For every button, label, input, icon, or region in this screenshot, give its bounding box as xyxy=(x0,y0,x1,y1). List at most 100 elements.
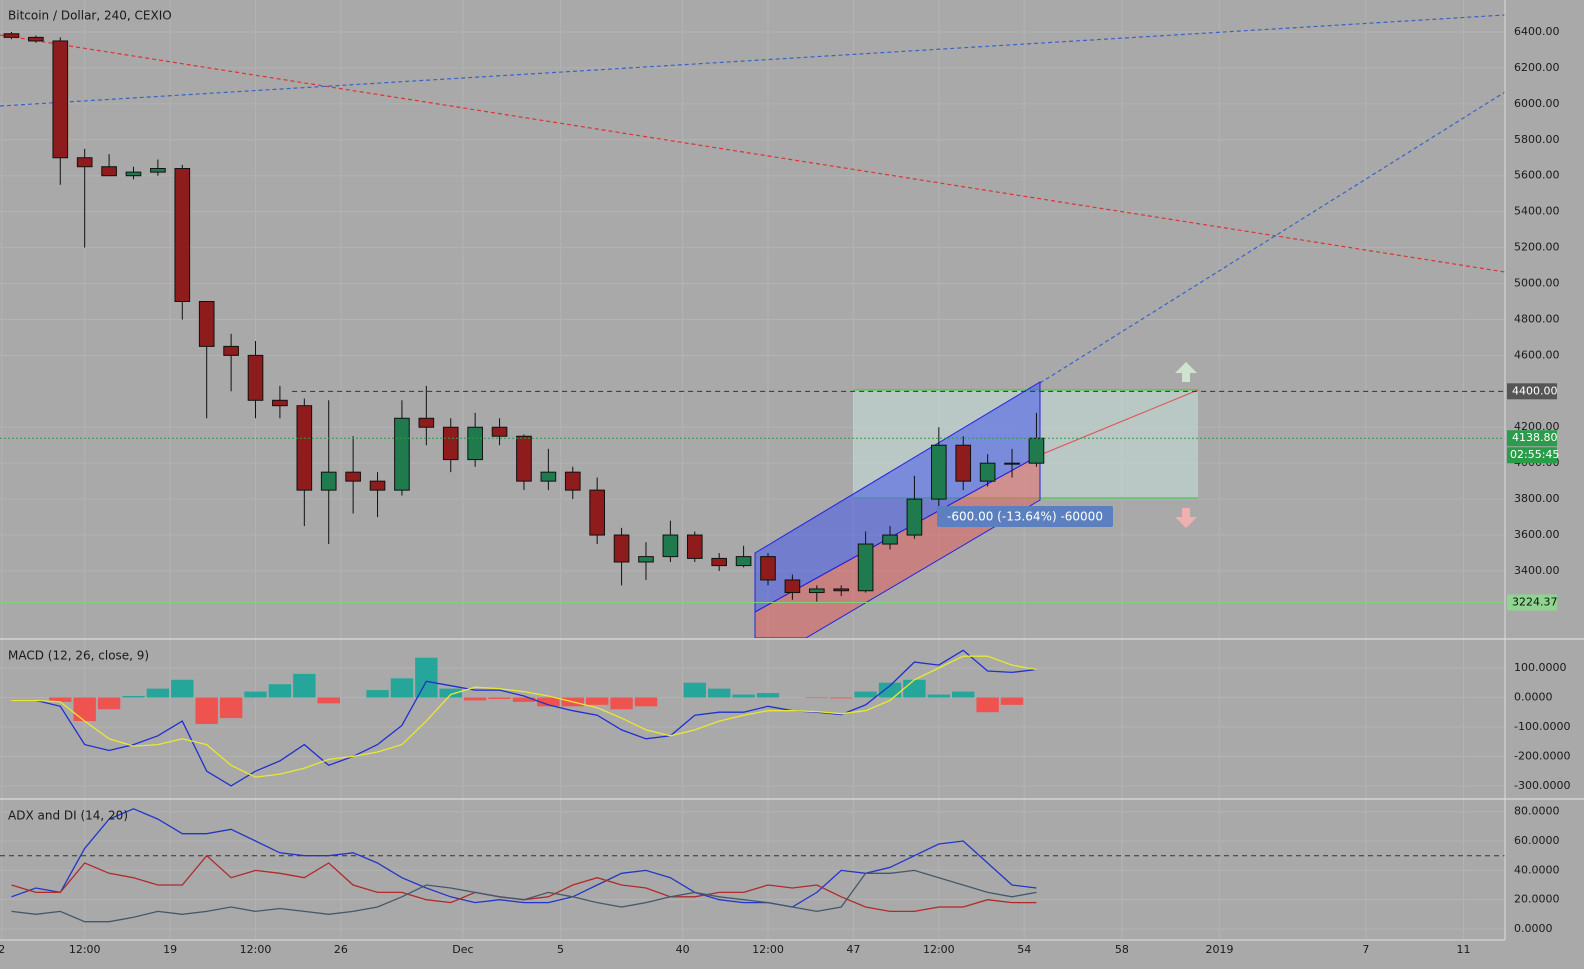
candle-body xyxy=(174,168,191,302)
histogram-bar xyxy=(976,697,999,713)
candle-body xyxy=(76,157,93,168)
resistance-label: 4400.00 xyxy=(1512,384,1558,397)
histogram-bar xyxy=(585,697,609,705)
candle-body xyxy=(808,588,825,594)
candle-body xyxy=(906,498,923,536)
last_price-badge xyxy=(1507,430,1557,447)
histogram-bar xyxy=(683,682,706,698)
y-tick-label: 5800.00 xyxy=(1514,133,1560,146)
histogram-bar xyxy=(756,693,780,698)
y-tick-label: 3800.00 xyxy=(1514,492,1560,505)
histogram-bar xyxy=(97,697,121,710)
trend-line xyxy=(1039,91,1505,384)
candle-body xyxy=(296,405,313,491)
candle-body xyxy=(784,579,801,594)
candles xyxy=(3,31,1045,602)
x-tick-label: 26 xyxy=(334,943,348,956)
candle-body xyxy=(882,534,898,545)
indicator-line xyxy=(11,655,1037,778)
x-tick-label: 5 xyxy=(557,943,564,956)
candle-body xyxy=(613,534,630,563)
histogram-bar xyxy=(854,691,877,698)
candle-body xyxy=(247,354,264,401)
histogram-bar xyxy=(1000,697,1024,705)
histogram-bar xyxy=(317,697,340,704)
histogram-bar xyxy=(952,691,975,698)
y-tick-label: 4800.00 xyxy=(1514,312,1560,325)
candle-body xyxy=(272,399,288,407)
candle-body xyxy=(589,489,605,536)
y-tick-label: 60.0000 xyxy=(1514,834,1560,847)
y-tick-label: 20.0000 xyxy=(1514,893,1560,906)
candle-body xyxy=(735,556,752,567)
adx-title: ADX and DI (14, 20) xyxy=(8,809,128,823)
indicator-line xyxy=(11,649,1037,787)
candle-body xyxy=(638,556,654,563)
candle-body xyxy=(931,444,947,500)
candle-body xyxy=(1004,462,1020,465)
candle-body xyxy=(979,462,996,482)
candle-body xyxy=(394,417,410,491)
histogram-bar xyxy=(830,697,853,699)
candle-body xyxy=(491,426,508,437)
candle-body xyxy=(369,480,386,491)
y-tick-label: -200.0000 xyxy=(1514,749,1570,762)
histogram-bar xyxy=(293,673,316,698)
histogram-bar xyxy=(903,679,926,698)
histogram-bar xyxy=(268,684,292,698)
candle-body xyxy=(125,171,142,177)
marks: 3400.003600.003800.004000.004200.004600.… xyxy=(0,25,1570,956)
candle-body xyxy=(418,417,435,428)
histogram-bar xyxy=(732,694,755,698)
histogram-bar xyxy=(610,697,633,710)
x-tick-label: 11 xyxy=(1457,943,1471,956)
histogram-bar xyxy=(463,697,487,701)
candle-body xyxy=(28,36,44,42)
y-tick-label: 6000.00 xyxy=(1514,97,1560,110)
histogram-bar xyxy=(195,697,218,725)
x-tick-label: 12:00 xyxy=(240,943,272,956)
channel-mid-line xyxy=(1039,389,1199,456)
candle-body xyxy=(540,471,557,482)
macd-title: MACD (12, 26, close, 9) xyxy=(8,649,149,663)
histogram-bar xyxy=(512,697,536,702)
histogram-bar xyxy=(146,688,170,698)
y-tick-label: 5000.00 xyxy=(1514,277,1560,290)
candle-body xyxy=(1028,437,1045,464)
y-tick-label: 5600.00 xyxy=(1514,169,1560,182)
position-label: -600.00 (-13.64%) -60000 xyxy=(947,510,1103,524)
y-tick-label: 0.0000 xyxy=(1514,690,1553,703)
histogram-bar xyxy=(927,694,951,698)
histogram-bar xyxy=(390,678,414,698)
x-tick-label: Dec xyxy=(452,943,473,956)
histogram-bar xyxy=(634,697,658,707)
y-tick-label: 6400.00 xyxy=(1514,25,1560,38)
candle-body xyxy=(223,345,239,356)
candle-body xyxy=(955,444,972,482)
histogram-bar xyxy=(537,697,560,707)
down-arrow xyxy=(1175,508,1197,528)
histogram-bar xyxy=(366,690,389,698)
indicator-line xyxy=(11,869,1037,923)
candle-body xyxy=(442,426,459,461)
y-tick-label: 0.0000 xyxy=(1514,922,1553,935)
x-tick-label: 47 xyxy=(846,943,860,956)
x-tick-label: 12:00 xyxy=(69,943,101,956)
candle-body xyxy=(662,534,679,558)
x-tick-label: 7 xyxy=(1362,943,1369,956)
y-tick-label: 5400.00 xyxy=(1514,205,1560,218)
x-tick-label: 40 xyxy=(676,943,690,956)
candle-body xyxy=(564,471,581,491)
y-tick-label: -300.0000 xyxy=(1514,779,1570,792)
y-tick-label: 3600.00 xyxy=(1514,528,1560,541)
candle-body xyxy=(101,166,117,177)
y-tick-label: 6200.00 xyxy=(1514,61,1560,74)
histogram-bar xyxy=(439,688,462,698)
support-badge xyxy=(1507,594,1557,611)
histogram-bar xyxy=(244,691,267,698)
candle-body xyxy=(711,557,728,567)
histogram-bar xyxy=(49,697,72,702)
histogram-bar xyxy=(805,697,829,699)
histogram-bar xyxy=(73,697,96,722)
